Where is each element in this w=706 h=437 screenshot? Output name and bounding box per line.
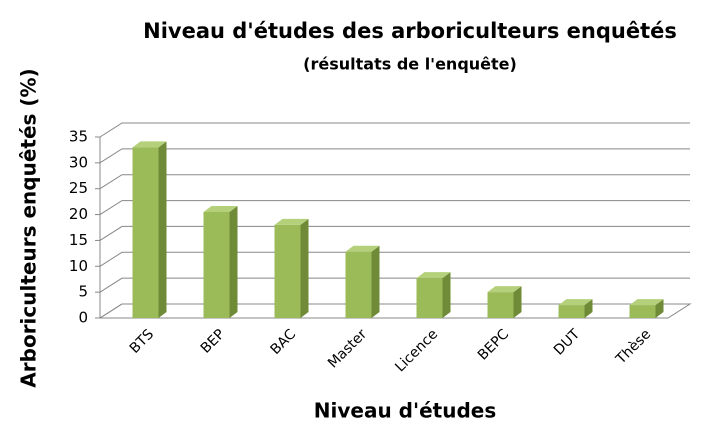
chart-subtitle: (résultats de l'enquête) bbox=[303, 55, 517, 74]
floor bbox=[98, 303, 692, 319]
bar bbox=[132, 147, 159, 318]
x-tick-label: Licence bbox=[392, 326, 441, 375]
x-tick-label: BTS bbox=[127, 326, 158, 357]
bar-side bbox=[371, 245, 380, 318]
y-tick-label: 25 bbox=[69, 179, 88, 197]
grid-line bbox=[99, 277, 690, 293]
bar-top bbox=[345, 245, 380, 252]
bar-top bbox=[416, 272, 451, 279]
x-axis-title: Niveau d'études bbox=[314, 399, 496, 423]
bar-side bbox=[513, 286, 522, 318]
bar-side bbox=[442, 272, 451, 318]
bar-side bbox=[300, 218, 309, 318]
x-tick-label: Master bbox=[325, 326, 370, 371]
y-tick-label: 5 bbox=[78, 283, 88, 301]
bar-top bbox=[203, 205, 238, 212]
bar bbox=[274, 224, 301, 318]
y-tick-label: 30 bbox=[69, 153, 88, 171]
bar-top bbox=[274, 218, 309, 225]
y-tick-label: 20 bbox=[69, 205, 88, 223]
bar bbox=[487, 292, 514, 318]
x-tick-label: Thèse bbox=[612, 326, 654, 368]
y-tick-label: 35 bbox=[69, 128, 88, 146]
bar-side bbox=[584, 299, 593, 318]
grid-line bbox=[99, 148, 690, 164]
bar-top bbox=[132, 141, 167, 148]
x-tick-label: BAC bbox=[268, 326, 300, 358]
y-axis-title: Arboriculteurs enquêtés (%) bbox=[17, 68, 41, 387]
y-tick-label: 10 bbox=[69, 257, 88, 275]
chart-title: Niveau d'études des arboriculteurs enquê… bbox=[143, 19, 677, 43]
grid-line bbox=[99, 200, 690, 215]
bar-side bbox=[158, 141, 167, 318]
x-tick-label: BEPC bbox=[475, 326, 512, 363]
bar bbox=[416, 278, 443, 318]
bar-side bbox=[655, 299, 664, 318]
grid-line bbox=[99, 225, 690, 241]
bar bbox=[558, 305, 585, 318]
grid-line bbox=[99, 251, 690, 267]
bar-side bbox=[229, 205, 238, 318]
bar-top bbox=[487, 286, 522, 293]
grid-line bbox=[99, 122, 690, 138]
bar-top bbox=[558, 299, 593, 306]
y-tick-label: 15 bbox=[69, 231, 88, 249]
bar bbox=[203, 211, 230, 318]
bar bbox=[629, 305, 656, 318]
x-tick-label: DUT bbox=[551, 326, 584, 359]
grid-line bbox=[99, 174, 690, 190]
bar-top bbox=[629, 299, 664, 306]
x-tick-label: BEP bbox=[198, 326, 228, 356]
bar bbox=[345, 251, 372, 318]
y-tick-label: 0 bbox=[78, 309, 88, 327]
